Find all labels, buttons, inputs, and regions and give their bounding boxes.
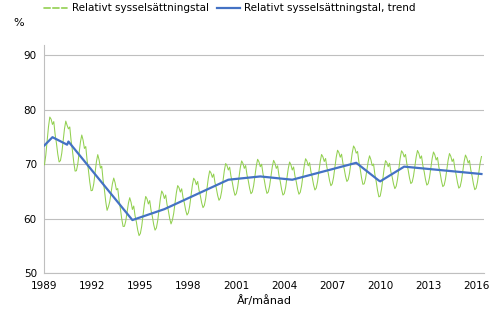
Relativt sysselsättningstal, trend — [129, 218, 135, 222]
Relativt sysselsättningstal — [393, 184, 399, 188]
Relativt sysselsättningstal, trend — [41, 143, 47, 147]
Relativt sysselsättningstal, trend — [312, 172, 318, 176]
Legend: Relativt sysselsättningstal, Relativt sysselsättningstal, trend: Relativt sysselsättningstal, Relativt sy… — [44, 3, 415, 13]
Relativt sysselsättningstal — [136, 234, 142, 238]
Relativt sysselsättningstal — [41, 163, 47, 167]
Relativt sysselsättningstal — [47, 115, 53, 119]
Relativt sysselsättningstal, trend — [196, 191, 202, 195]
Relativt sysselsättningstal — [312, 188, 318, 192]
Relativt sysselsättningstal, trend — [369, 173, 375, 177]
Line: Relativt sysselsättningstal, trend: Relativt sysselsättningstal, trend — [44, 137, 482, 220]
Text: %: % — [14, 18, 24, 29]
Relativt sysselsättningstal — [196, 188, 202, 192]
Relativt sysselsättningstal, trend — [49, 135, 55, 139]
Relativt sysselsättningstal, trend — [479, 172, 485, 176]
Relativt sysselsättningstal, trend — [256, 175, 262, 178]
Relativt sysselsättningstal — [369, 164, 375, 168]
X-axis label: År/månad: År/månad — [237, 295, 292, 306]
Relativt sysselsättningstal — [479, 155, 485, 158]
Relativt sysselsättningstal, trend — [393, 169, 399, 173]
Relativt sysselsättningstal — [273, 167, 279, 170]
Relativt sysselsättningstal, trend — [273, 176, 279, 180]
Line: Relativt sysselsättningstal: Relativt sysselsättningstal — [44, 117, 482, 236]
Relativt sysselsättningstal — [256, 160, 262, 164]
